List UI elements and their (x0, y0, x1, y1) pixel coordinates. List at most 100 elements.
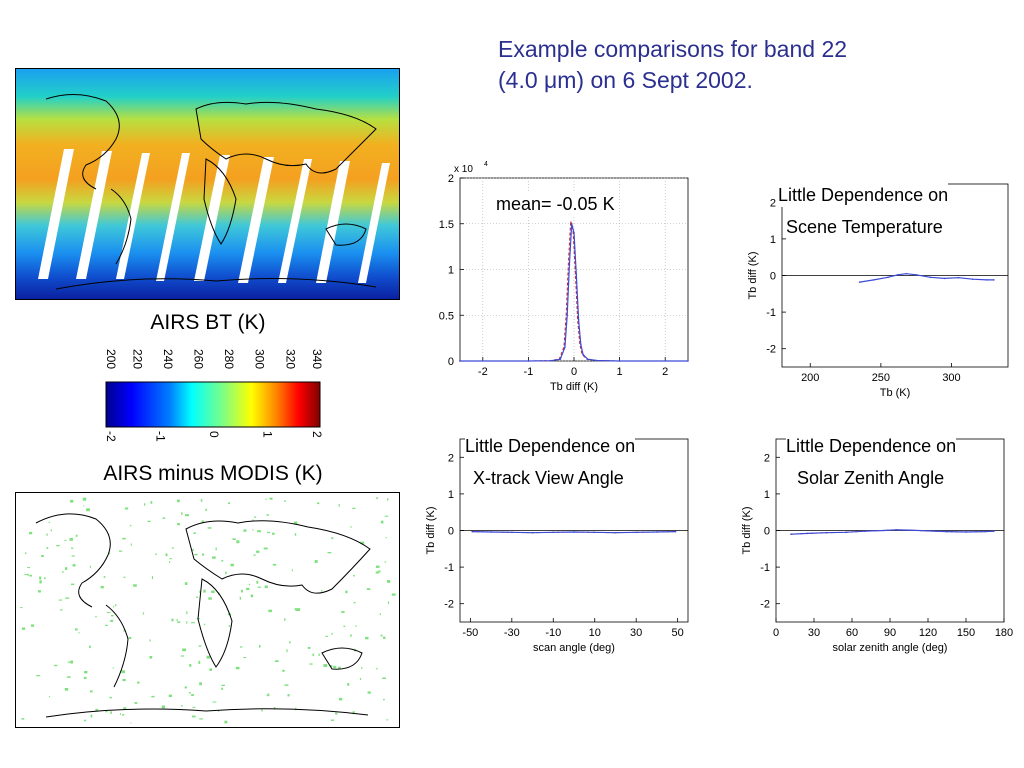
green-speckle (343, 625, 346, 627)
x-tick-label: 50 (672, 627, 684, 639)
green-speckle (312, 653, 315, 657)
green-speckle (134, 702, 138, 704)
green-speckle (39, 576, 42, 580)
green-speckle (387, 580, 391, 583)
green-speckle (316, 502, 320, 505)
data-point (993, 279, 995, 281)
green-speckle (50, 529, 52, 532)
green-speckle (171, 547, 174, 549)
green-speckle (228, 625, 231, 627)
green-speckle (284, 618, 286, 621)
colorbar-bottom-ticks: -2 -1 0 1 2 (104, 431, 324, 442)
green-speckle (376, 565, 380, 568)
green-speckle (269, 497, 272, 500)
green-speckle (323, 664, 328, 667)
y-tick-label: 2 (448, 452, 454, 464)
green-speckle (230, 563, 234, 567)
data-point (986, 279, 988, 281)
green-speckle (150, 501, 153, 504)
green-speckle (71, 547, 74, 549)
green-speckle (201, 520, 204, 523)
green-speckle (355, 625, 357, 627)
green-speckle (181, 705, 183, 707)
x-tick-label: -10 (545, 627, 561, 639)
green-speckle (239, 596, 241, 600)
data-point (905, 272, 908, 275)
green-speckle (105, 624, 108, 626)
green-speckle (263, 547, 268, 550)
data-point (687, 360, 689, 362)
green-speckle (252, 529, 254, 531)
green-speckle (41, 555, 44, 558)
green-speckle (206, 655, 210, 659)
green-speckle (110, 619, 114, 622)
x-tick-label: 250 (872, 372, 890, 384)
green-speckle (365, 636, 369, 640)
green-speckle (37, 590, 41, 593)
green-speckle (27, 567, 30, 569)
airs-minus-modis-map (15, 492, 400, 728)
green-speckle (31, 624, 35, 627)
green-speckle (264, 585, 268, 589)
green-speckle (189, 664, 192, 667)
green-speckle (83, 719, 87, 722)
green-speckle (115, 604, 117, 607)
green-speckle (29, 531, 33, 535)
green-speckles (20, 497, 396, 724)
green-speckle (78, 632, 80, 634)
green-speckle (380, 520, 384, 524)
data-point (825, 531, 828, 534)
y-tick-label: -1 (444, 562, 454, 574)
green-speckle (360, 541, 365, 545)
scan-angle-chart: -50 -30 -10 10 30 50 -2 -1 0 1 2 scan angle (deg) Tb… (425, 425, 695, 655)
data-point (957, 276, 960, 279)
green-speckle (20, 607, 23, 609)
green-speckle (121, 670, 125, 674)
airs-minus-modis-map-image (20, 497, 396, 724)
x-axis-label: scan angle (deg) (533, 642, 615, 654)
green-speckle (267, 531, 271, 534)
data-point (570, 222, 573, 225)
green-speckle (207, 527, 212, 529)
colorbar-top-tick-label: 320 (283, 349, 297, 369)
green-speckle (265, 498, 267, 501)
data-point (531, 531, 534, 534)
x-axis-label: Tb diff (K) (550, 381, 598, 393)
green-speckle (186, 611, 188, 615)
green-speckle (192, 549, 194, 551)
data-point (984, 530, 986, 533)
green-speckle (225, 571, 227, 575)
green-speckle (39, 580, 42, 584)
colorbar: 200 220 240 260 280 300 320 340 -2 -1 0 1 2 (100, 345, 330, 445)
x-axis-label: Tb (K) (880, 387, 911, 399)
green-speckle (221, 687, 224, 690)
green-speckle (147, 520, 151, 523)
green-speckle (193, 532, 196, 534)
data-point (552, 531, 555, 534)
y-tick-label: -2 (766, 344, 776, 356)
green-speckle (329, 665, 333, 668)
green-speckle (296, 608, 301, 611)
green-speckle (350, 634, 352, 637)
green-speckle (21, 718, 25, 720)
colorbar-top-tick-label: 300 (253, 349, 267, 369)
x-tick-label: 200 (801, 372, 819, 384)
green-speckle (113, 606, 115, 608)
data-point (573, 232, 575, 234)
data-point (674, 530, 677, 533)
green-speckle (272, 563, 277, 566)
green-speckle (137, 681, 140, 684)
series-line-blue (859, 273, 994, 283)
green-speckle (386, 719, 389, 721)
green-speckle (21, 627, 26, 630)
x-tick-label: 180 (995, 627, 1013, 639)
green-speckle (359, 678, 362, 680)
green-speckle (66, 676, 71, 678)
green-speckle (44, 577, 46, 579)
green-speckle (201, 553, 204, 556)
green-speckle (294, 521, 298, 525)
green-speckle (294, 533, 297, 536)
y-tick-label: -2 (760, 599, 770, 611)
colorbar-top-tick-label: 240 (161, 349, 175, 369)
